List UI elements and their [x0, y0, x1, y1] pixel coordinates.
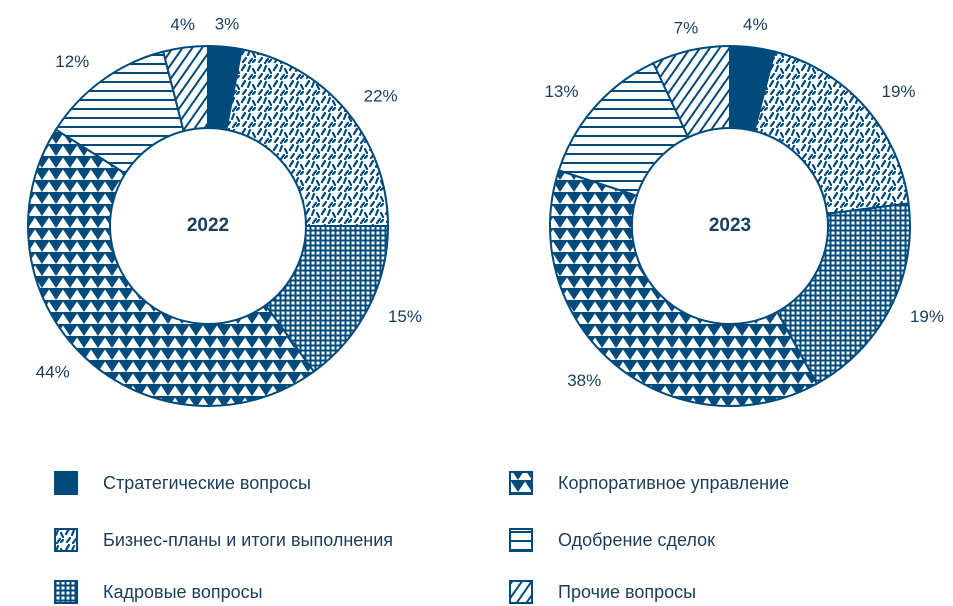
- legend-label: Бизнес-планы и итоги выполнения: [103, 530, 393, 550]
- legend-swatch: [54, 580, 78, 604]
- value-label: 4%: [743, 15, 768, 34]
- legend-swatch: [54, 471, 78, 495]
- legend-swatch: [509, 471, 533, 495]
- donut-segment: [225, 48, 390, 227]
- legend-label: Одобрение сделок: [558, 530, 715, 550]
- donut-segment: [549, 169, 819, 407]
- value-label: 22%: [364, 87, 398, 106]
- legend-label: Прочие вопросы: [558, 582, 696, 602]
- value-label: 44%: [36, 363, 70, 382]
- donut-segment: [652, 44, 731, 139]
- value-label: 3%: [215, 14, 240, 33]
- legend-label: Стратегические вопросы: [103, 473, 311, 493]
- legend-swatch: [54, 528, 78, 552]
- value-label: 19%: [882, 82, 916, 101]
- value-label: 12%: [55, 52, 89, 71]
- legend-label: Кадровые вопросы: [103, 582, 263, 602]
- donut-segment: [27, 128, 316, 407]
- value-label: 19%: [910, 307, 944, 326]
- legend-label: Корпоративное управление: [558, 473, 789, 493]
- value-label: 38%: [567, 371, 601, 390]
- value-label: 13%: [544, 82, 578, 101]
- center-label: 2023: [709, 215, 751, 236]
- value-label: 15%: [388, 307, 422, 326]
- donut-segment: [753, 50, 910, 215]
- legend-swatch: [509, 528, 533, 552]
- legend-swatch: [509, 580, 533, 604]
- donut-segment: [775, 202, 911, 386]
- value-label: 4%: [170, 15, 195, 34]
- value-label: 7%: [674, 18, 699, 37]
- center-label: 2022: [187, 215, 229, 236]
- donut-segment: [162, 44, 209, 133]
